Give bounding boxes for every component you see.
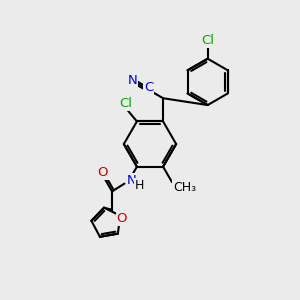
Text: O: O [117,212,127,225]
Text: N: N [127,74,137,87]
Text: O: O [98,166,108,178]
Text: Cl: Cl [119,97,132,110]
Text: H: H [135,179,144,192]
Text: C: C [144,81,153,94]
Text: Cl: Cl [201,34,214,47]
Text: CH₃: CH₃ [173,181,196,194]
Text: N: N [127,174,136,187]
